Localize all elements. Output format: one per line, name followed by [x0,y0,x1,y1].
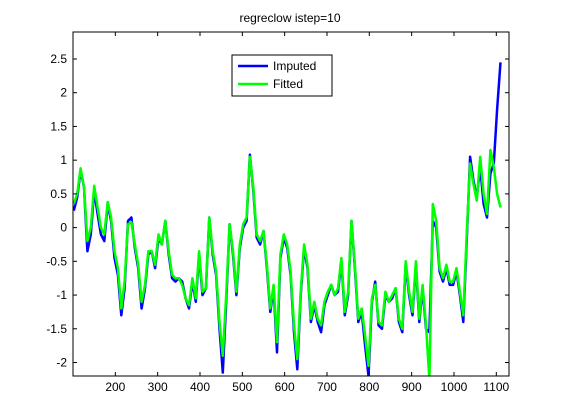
y-tick-label: 2.5 [50,52,67,66]
x-tick-label: 600 [275,380,295,394]
y-tick-label: -1.5 [46,322,67,336]
y-tick-label: -1 [56,288,67,302]
legend-label-fitted: Fitted [273,77,303,91]
x-tick-label: 800 [359,380,379,394]
y-tick-label: 1 [60,153,67,167]
x-tick-label: 1000 [441,380,468,394]
x-tick-label: 1100 [483,380,509,394]
x-tick-label: 300 [148,380,168,394]
x-tick-label: 400 [190,380,210,394]
y-tick-label: 2 [60,86,67,100]
chart-title: regreclow istep=10 [239,11,340,25]
y-tick-label: 0 [60,221,67,235]
x-tick-label: 200 [105,380,125,394]
axes-box [72,31,510,377]
x-tick-label: 500 [232,380,252,394]
plot-area [73,62,502,376]
y-tick-label: 1.5 [50,119,67,133]
y-tick-label: -0.5 [46,254,67,268]
x-tick-label: 700 [317,380,337,394]
legend-box [231,54,333,97]
series-line-fitted [73,148,502,376]
y-tick-label: -2 [56,356,67,370]
legend-label-imputed: Imputed [273,59,316,73]
y-tick-label: 0.5 [50,187,67,201]
x-tick-label: 900 [402,380,422,394]
legend: Imputed Fitted [231,54,333,97]
axis-ticks: 200 300 400 500 600 700 800 900 1000 1100 2.5 2 1.5 1… [46,32,510,394]
